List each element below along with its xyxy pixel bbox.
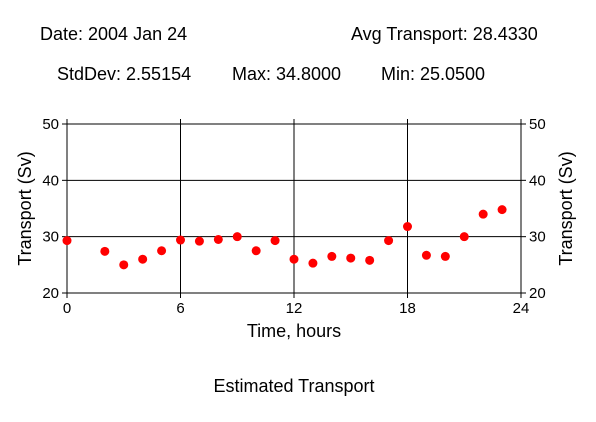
grid-lines [67, 124, 521, 293]
y-tick-label-left: 50 [42, 116, 59, 133]
data-point [232, 232, 242, 242]
data-point [384, 236, 394, 246]
data-point [440, 251, 450, 261]
x-tick-label: 0 [63, 300, 71, 317]
data-point [176, 235, 185, 245]
data-point [497, 205, 507, 215]
data-point [365, 255, 375, 265]
y-tick-label-right: 30 [529, 229, 546, 246]
data-point [119, 260, 129, 270]
y-tick-label-right: 50 [529, 116, 546, 133]
x-axis-title: Time, hours [247, 321, 341, 341]
data-point [327, 251, 337, 261]
date-label: Date: 2004 Jan 24 [40, 24, 188, 44]
data-point [289, 254, 299, 264]
data-point [251, 246, 261, 256]
data-point [213, 234, 223, 244]
y-tick-label-left: 30 [42, 229, 59, 246]
data-point [308, 258, 318, 268]
data-point [403, 222, 412, 232]
y-tick-label-right: 40 [529, 172, 546, 189]
data-points [62, 205, 507, 270]
x-tick-label: 24 [513, 300, 530, 317]
data-point [459, 232, 469, 242]
chart-title: Estimated Transport [213, 376, 374, 396]
x-tick-label: 18 [399, 300, 416, 317]
data-point [478, 209, 488, 219]
x-tick-label: 12 [286, 300, 303, 317]
x-tick-label: 6 [176, 300, 184, 317]
min-label: Min: 25.0500 [381, 64, 486, 84]
data-point [270, 236, 280, 246]
data-point [157, 246, 167, 256]
data-point [100, 246, 110, 256]
y-axis-title-left: Transport (Sv) [15, 151, 35, 265]
stddev-label: StdDev: 2.55154 [57, 64, 192, 84]
data-point [421, 250, 431, 260]
y-tick-label-left: 40 [42, 172, 59, 189]
data-point [194, 236, 204, 246]
data-point [346, 253, 356, 263]
data-point [62, 236, 72, 246]
average-transport-label: Avg Transport: 28.4330 [351, 24, 538, 44]
y-axis-title-right: Transport (Sv) [556, 151, 576, 265]
max-label: Max: 34.8000 [232, 64, 342, 84]
y-tick-label-right: 20 [529, 285, 546, 302]
data-point [138, 254, 148, 264]
y-tick-label-left: 20 [42, 285, 59, 302]
